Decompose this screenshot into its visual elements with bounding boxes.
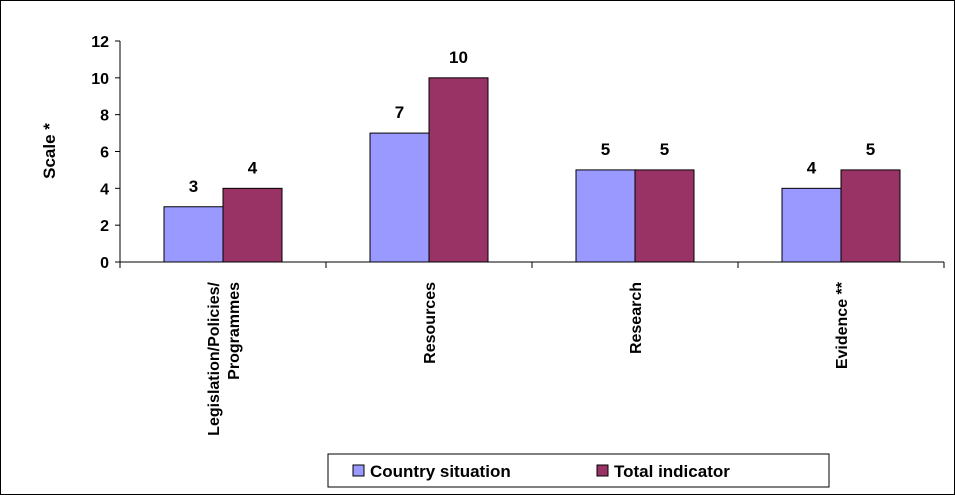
legend: Country situation Total indicator (327, 453, 830, 488)
legend-box (327, 453, 830, 488)
bar-country-situation (575, 169, 636, 263)
legend-swatch (596, 464, 609, 477)
data-label: 5 (601, 140, 610, 159)
category-label-line: Evidence ** (834, 281, 851, 369)
category-label-line: Programmes (226, 282, 243, 380)
category-label: Evidence ** (834, 281, 851, 369)
category-label-line: Research (628, 282, 645, 354)
category-label-line: Legislation/Policies/ (206, 281, 223, 435)
bar-country-situation (781, 187, 842, 263)
y-axis-label: Scale * (40, 123, 59, 179)
y-tick-label: 12 (91, 34, 109, 51)
bars (163, 77, 901, 263)
data-labels: 3 4 7 10 5 5 4 5 (189, 48, 875, 196)
legend-label: Country situation (370, 462, 511, 481)
y-tick-label: 2 (100, 218, 109, 235)
bar-total-indicator (428, 77, 489, 263)
data-label: 10 (449, 48, 468, 67)
data-label: 4 (248, 158, 258, 177)
category-label: Resources (422, 282, 439, 364)
bar-total-indicator (222, 187, 283, 263)
bar-country-situation (369, 132, 430, 263)
data-label: 5 (660, 140, 669, 159)
bar-total-indicator (840, 169, 901, 263)
y-tick-label: 0 (100, 255, 109, 272)
category-label-line: Resources (422, 282, 439, 364)
y-tick-label: 6 (100, 145, 109, 162)
data-label: 3 (189, 177, 198, 196)
category-labels: Legislation/Policies/Programmes Resources… (206, 281, 851, 436)
y-tick-label: 4 (100, 181, 109, 198)
legend-label: Total indicator (614, 462, 730, 481)
data-label: 5 (866, 140, 875, 159)
category-label: Research (628, 282, 645, 354)
data-label: 4 (807, 158, 817, 177)
category-label: Legislation/Policies/Programmes (206, 281, 243, 435)
y-tick-label: 10 (91, 71, 109, 88)
bar-country-situation (163, 206, 224, 263)
legend-swatch (352, 464, 365, 477)
data-label: 7 (395, 103, 404, 122)
y-tick-label: 8 (100, 108, 109, 125)
bar-total-indicator (634, 169, 695, 263)
